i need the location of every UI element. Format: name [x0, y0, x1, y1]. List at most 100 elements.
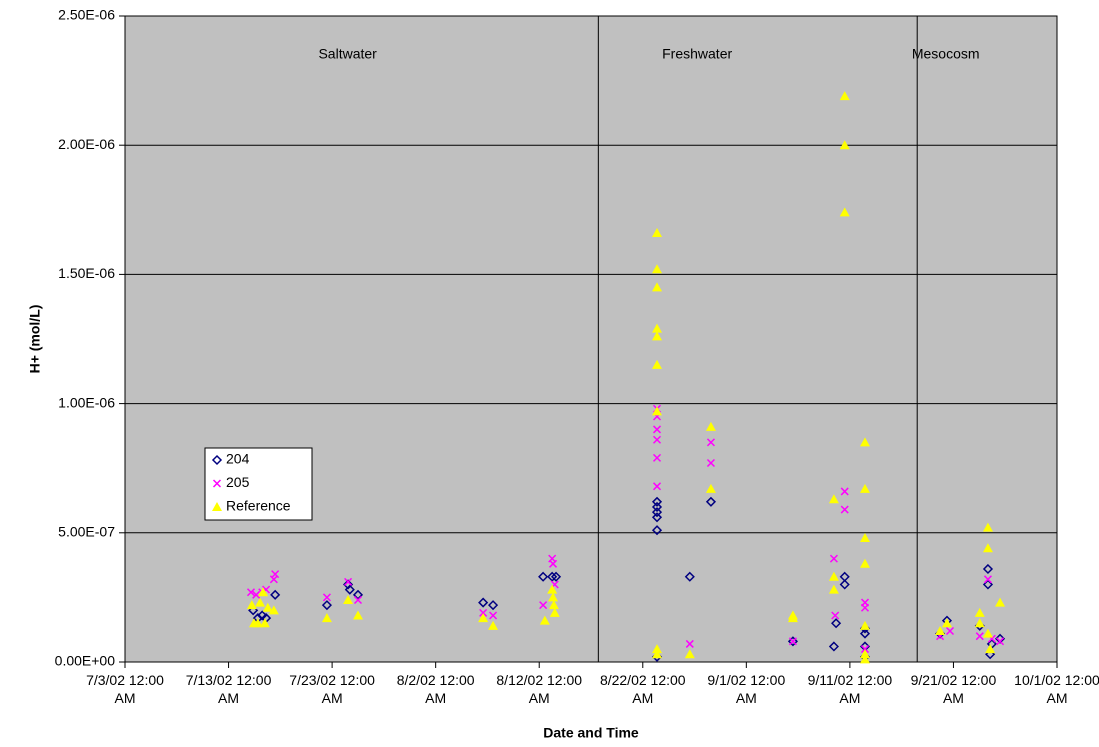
marker-diamond: [839, 579, 850, 590]
marker-cross: [685, 639, 694, 648]
marker-cross: [252, 590, 261, 599]
marker-cross: [212, 479, 222, 488]
marker-triangle: [246, 600, 257, 610]
marker-cross: [539, 601, 548, 610]
y-axis-title: H+ (mol/L): [27, 305, 43, 374]
marker-triangle: [548, 592, 559, 602]
marker-triangle: [353, 610, 363, 620]
marker-cross: [860, 645, 870, 654]
marker-triangle: [839, 140, 850, 150]
marker-diamond: [211, 454, 223, 466]
marker-triangle: [859, 654, 870, 664]
x-tick-label: 7/13/02 12:00 AM: [185, 672, 272, 706]
marker-triangle: [859, 620, 870, 630]
region-label: Saltwater: [318, 46, 377, 62]
marker-triangle: [705, 421, 716, 431]
marker-triangle: [258, 587, 269, 597]
marker-diamond: [651, 496, 663, 507]
marker-cross: [652, 425, 662, 434]
marker-cross: [246, 588, 256, 597]
marker-triangle: [985, 644, 996, 654]
marker-triangle: [652, 331, 663, 341]
marker-diamond: [344, 584, 355, 595]
marker-cross: [831, 611, 840, 620]
marker-triangle: [839, 207, 850, 217]
marker-diamond: [859, 628, 871, 639]
marker-triangle: [212, 502, 222, 511]
marker-diamond: [547, 571, 558, 582]
marker-diamond: [982, 563, 994, 575]
marker-triangle: [321, 613, 332, 623]
marker-triangle: [859, 483, 870, 493]
marker-diamond: [982, 579, 994, 590]
region-label: Mesocosm: [912, 46, 980, 62]
marker-cross: [840, 487, 849, 496]
marker-cross: [840, 505, 849, 514]
x-tick-label: 9/1/02 12:00 AM: [707, 672, 786, 706]
marker-diamond: [651, 507, 663, 518]
marker-cross: [860, 603, 870, 612]
marker-cross: [945, 626, 955, 636]
marker-triangle: [982, 522, 993, 532]
x-tick-label: 8/2/02 12:00 AM: [396, 672, 475, 706]
marker-cross: [975, 632, 984, 641]
marker-triangle: [652, 282, 663, 292]
marker-diamond: [831, 618, 842, 629]
marker-triangle: [652, 406, 663, 416]
y-tick-label: 2.50E-06: [58, 7, 115, 23]
marker-triangle: [859, 649, 870, 659]
marker-cross: [548, 559, 558, 568]
marker-triangle: [262, 602, 273, 612]
x-tick-label: 8/22/02 12:00 AM: [599, 672, 686, 706]
marker-triangle: [974, 607, 985, 617]
marker-triangle: [995, 597, 1006, 607]
x-tick-label: 9/11/02 12:00 AM: [807, 672, 893, 706]
marker-cross: [996, 637, 1005, 646]
y-tick-label: 1.00E-06: [58, 394, 115, 410]
marker-triangle: [478, 613, 489, 623]
marker-triangle: [652, 644, 663, 654]
marker-triangle: [652, 359, 663, 369]
x-tick-label: 8/12/02 12:00 AM: [496, 672, 583, 706]
plot-area: [125, 16, 1057, 662]
region-label: Freshwater: [662, 46, 732, 62]
marker-triangle: [705, 483, 716, 493]
y-tick-label: 1.50E-06: [58, 265, 115, 281]
marker-diamond: [994, 633, 1006, 644]
marker-cross: [489, 611, 498, 620]
marker-triangle: [252, 618, 263, 628]
marker-cross: [344, 577, 353, 586]
marker-diamond: [684, 571, 695, 582]
marker-cross: [652, 453, 662, 462]
marker-triangle: [268, 605, 279, 615]
y-tick-label: 2.00E-06: [58, 136, 115, 152]
legend-label: 204: [226, 451, 250, 467]
marker-diamond: [321, 600, 332, 611]
marker-triangle: [974, 618, 985, 628]
marker-cross: [322, 593, 331, 602]
marker-triangle: [859, 558, 870, 568]
marker-cross: [788, 637, 797, 646]
marker-triangle: [941, 618, 952, 628]
marker-diamond: [487, 600, 499, 611]
marker-diamond: [651, 501, 663, 513]
marker-triangle: [652, 264, 663, 274]
marker-diamond: [352, 589, 364, 600]
marker-triangle: [859, 437, 870, 447]
marker-triangle: [828, 571, 839, 581]
marker-triangle: [259, 618, 270, 628]
x-tick-label: 9/21/02 12:00 AM: [910, 672, 997, 706]
marker-triangle: [547, 584, 558, 594]
marker-diamond: [257, 610, 268, 621]
marker-diamond: [538, 571, 549, 582]
legend-label: Reference: [226, 498, 291, 514]
y-tick-label: 0.00E+00: [55, 653, 116, 669]
marker-triangle: [787, 613, 798, 623]
marker-diamond: [270, 589, 281, 600]
x-tick-label: 7/23/02 12:00 AM: [289, 672, 375, 706]
x-tick-label: 10/1/02 12:00 AM: [1014, 672, 1099, 706]
marker-cross: [829, 554, 838, 563]
marker-cross: [706, 438, 715, 447]
marker-diamond: [550, 571, 562, 582]
